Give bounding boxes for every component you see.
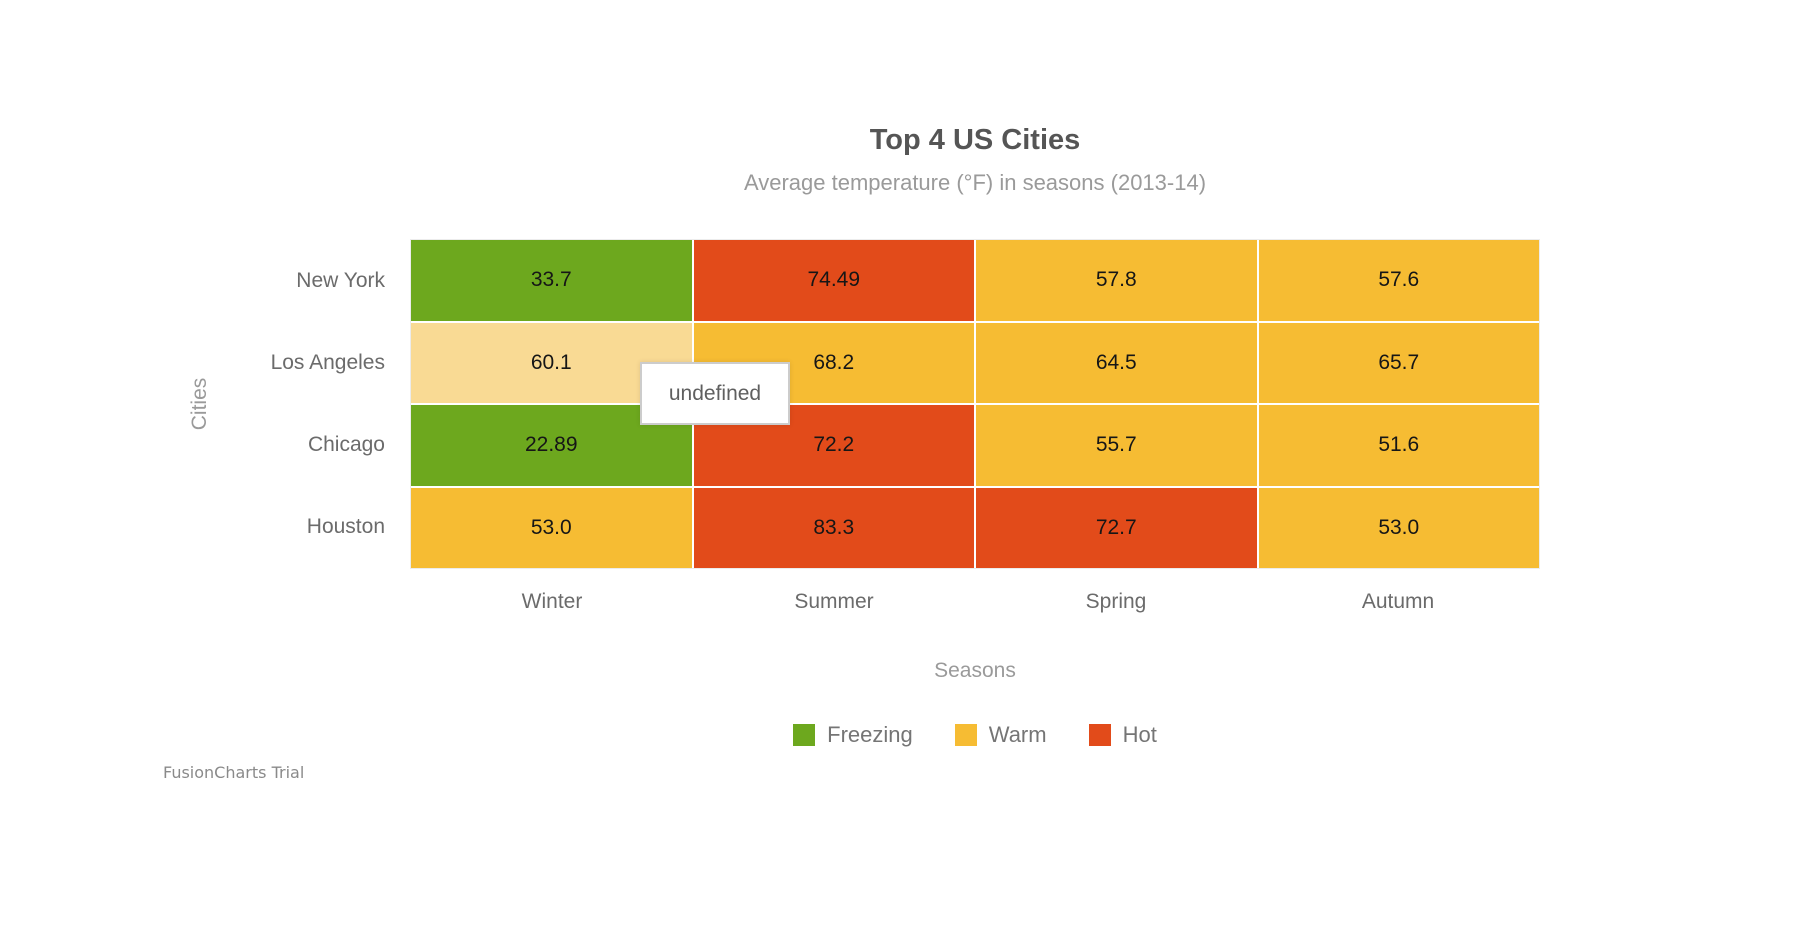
cell-houston-spring[interactable]: 72.7 <box>976 487 1257 568</box>
heatmap-grid: 33.7 74.49 57.8 57.6 60.1 68.2 64.5 65.7… <box>410 239 1540 569</box>
row-label-houston: Houston <box>306 515 385 538</box>
col-label-summer: Summer <box>794 590 874 613</box>
cell-chicago-spring[interactable]: 55.7 <box>976 405 1257 486</box>
x-axis-labels: Winter Summer Spring Autumn <box>411 590 1539 614</box>
legend-label-freezing: Freezing <box>827 722 913 747</box>
fusioncharts-trial-watermark[interactable]: FusionCharts Trial <box>163 763 305 782</box>
row-label-new-york: New York <box>296 269 385 292</box>
col-label-winter: Winter <box>521 590 583 613</box>
cell-houston-autumn[interactable]: 53.0 <box>1258 487 1539 568</box>
y-axis-labels: New York Los Angeles Chicago Houston <box>0 240 385 568</box>
legend-item-freezing[interactable]: Freezing <box>793 722 913 748</box>
col-label-spring: Spring <box>1085 590 1147 613</box>
warm-swatch-icon <box>954 724 977 746</box>
cell-chicago-summer[interactable]: 72.2 <box>693 405 974 486</box>
col-label-autumn: Autumn <box>1361 590 1435 613</box>
row-label-los-angeles: Los Angeles <box>270 351 385 374</box>
chart-subtitle: Average temperature (°F) in seasons (201… <box>743 170 1207 195</box>
chart-title: Top 4 US Cities <box>869 124 1081 156</box>
freezing-swatch-icon <box>793 724 816 746</box>
cell-chicago-autumn[interactable]: 51.6 <box>1258 405 1539 486</box>
cell-new-york-autumn[interactable]: 57.6 <box>1258 240 1539 321</box>
x-axis-title: Seasons <box>934 659 1016 682</box>
hot-swatch-icon <box>1088 724 1111 746</box>
legend: Freezing Warm Hot <box>411 722 1539 748</box>
cell-houston-winter[interactable]: 53.0 <box>411 487 692 568</box>
legend-label-warm: Warm <box>988 722 1047 747</box>
cell-los-angeles-autumn[interactable]: 65.7 <box>1258 322 1539 403</box>
row-label-chicago: Chicago <box>307 433 385 456</box>
legend-label-hot: Hot <box>1122 722 1157 747</box>
cell-los-angeles-spring[interactable]: 64.5 <box>976 322 1257 403</box>
legend-item-warm[interactable]: Warm <box>954 722 1047 748</box>
cell-new-york-spring[interactable]: 57.8 <box>976 240 1257 321</box>
tooltip: undefined <box>640 362 790 425</box>
cell-new-york-summer[interactable]: 74.49 <box>693 240 974 321</box>
cell-houston-summer[interactable]: 83.3 <box>693 487 974 568</box>
legend-item-hot[interactable]: Hot <box>1088 722 1157 748</box>
cell-new-york-winter[interactable]: 33.7 <box>411 240 692 321</box>
